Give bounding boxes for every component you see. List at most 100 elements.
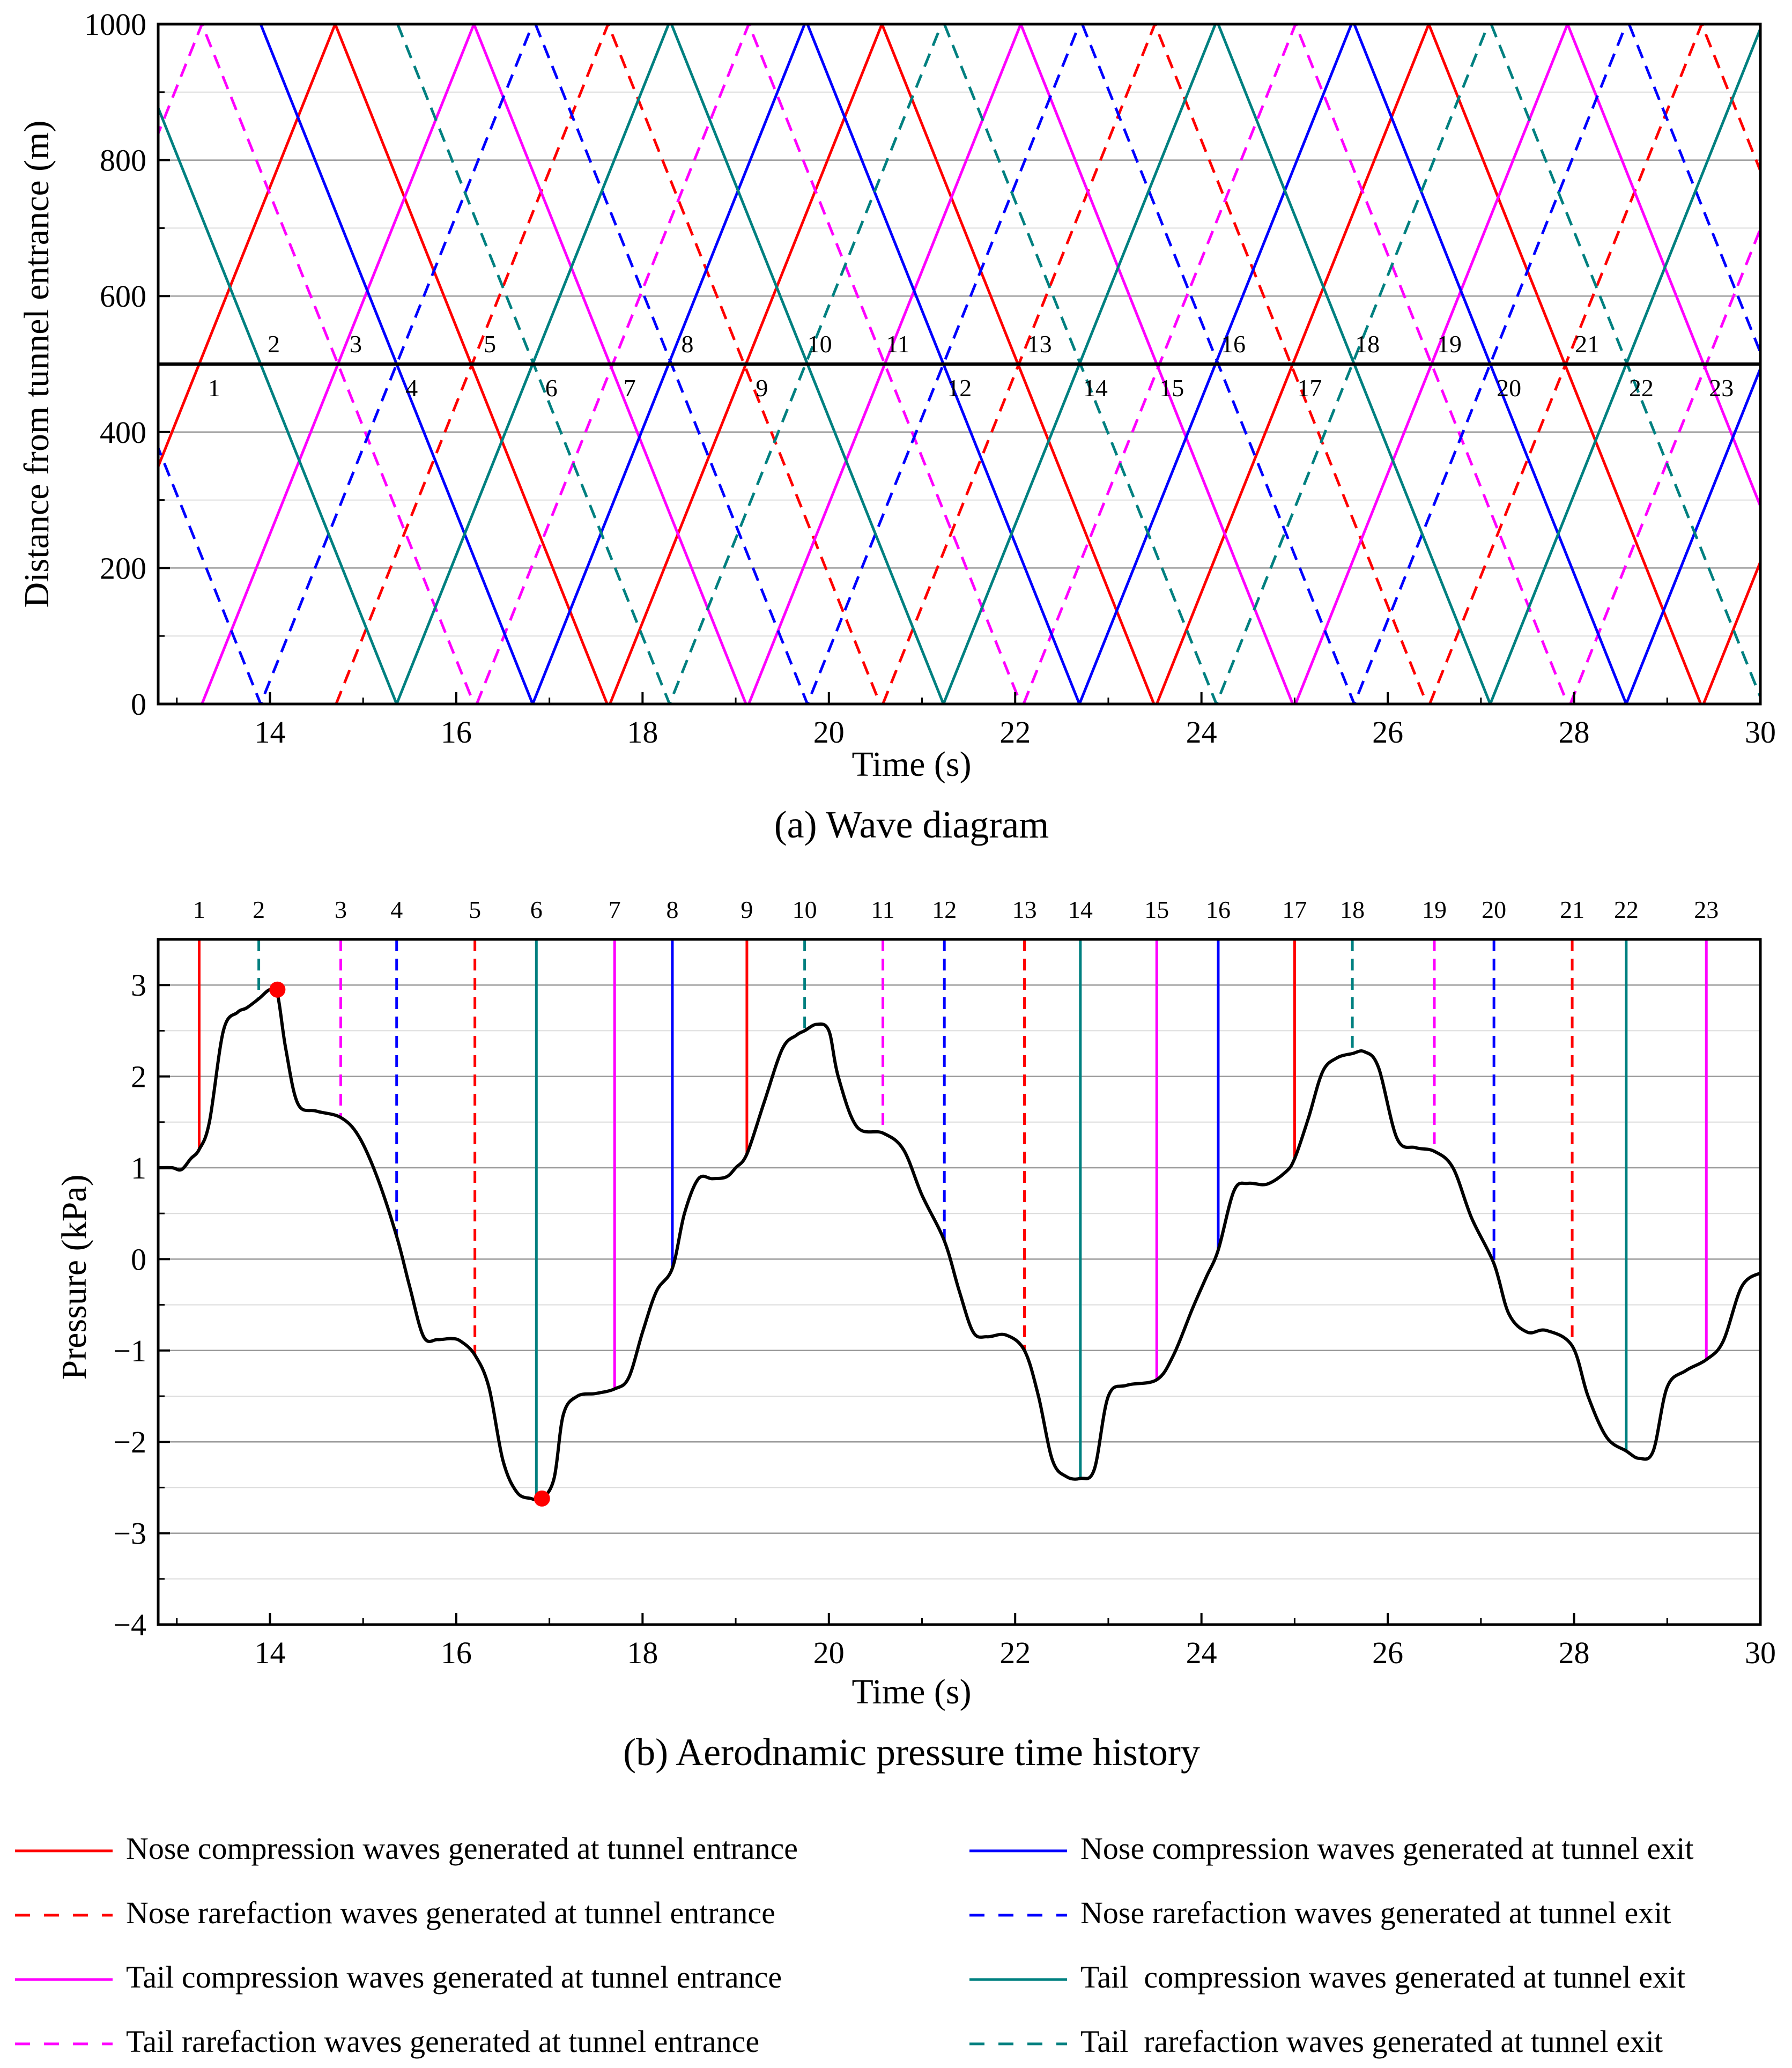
event-number: 22 [1614,896,1639,923]
event-label: 2 [268,330,280,358]
event-number: 2 [253,896,265,923]
pressure-gridlines [158,984,1760,1580]
x-tick-label: 22 [999,1635,1031,1670]
wave-diagram-ylabel: Distance from tunnel entrance (m) [17,121,56,608]
event-label: 3 [350,330,362,358]
event-label: 15 [1159,374,1184,402]
pressure-ylabel: Pressure (kPa) [55,1174,94,1380]
wave-line [1217,24,1760,704]
legend-label: Nose rarefaction waves generated at tunn… [1080,1895,1671,1930]
wave-line [158,24,609,704]
event-label: 23 [1709,374,1734,402]
x-tick-label: 28 [1559,715,1590,750]
event-label: 11 [886,330,909,358]
x-tick-label: 30 [1745,1635,1776,1670]
wave-line [201,24,747,704]
event-label: 1 [208,374,220,402]
event-label: 19 [1437,330,1462,358]
event-number: 20 [1482,896,1506,923]
wave-line [609,24,1156,704]
y-tick-label: 2 [131,1059,146,1094]
x-tick-label: 22 [999,715,1031,750]
event-label: 10 [808,330,832,358]
y-tick-label: 600 [100,279,146,314]
wave-diagram-wave-lines [158,24,1760,704]
event-label: 6 [545,374,558,402]
event-number: 17 [1282,896,1307,923]
wave-line [158,24,534,704]
y-tick-label: 3 [131,968,146,1003]
x-tick-label: 24 [1186,715,1217,750]
pressure-title: (b) Aerodnamic pressure time history [623,1731,1200,1774]
event-number: 3 [335,896,347,923]
wave-line [1353,24,1760,704]
event-number: 8 [666,896,678,923]
event-label: 8 [681,330,693,358]
event-number: 10 [793,896,817,923]
y-tick-label: 1 [131,1151,146,1185]
x-tick-label: 14 [254,1635,285,1670]
event-number: 21 [1560,896,1584,923]
x-tick-label: 16 [441,715,472,750]
event-label: 9 [756,374,768,402]
event-number: 14 [1068,896,1093,923]
y-tick-label: 200 [100,551,146,585]
x-tick-label: 30 [1745,715,1776,750]
y-tick-label: 0 [131,687,146,722]
pressure-event-numbers: 1 2 3 4 5 6 7 8 9 10 11 12 13 14 15 16 17 18 19 20 21 22 23 [193,896,1719,923]
event-number: 12 [932,896,957,923]
event-label: 18 [1355,330,1380,358]
event-number: 6 [530,896,543,923]
y-tick-label: −2 [113,1425,146,1459]
event-number: 9 [741,896,753,923]
wave-line [882,24,1428,704]
pressure-xlabel: Time (s) [851,1672,971,1711]
legend-label: Nose compression waves generated at tunn… [1080,1831,1694,1866]
event-number: 13 [1012,896,1037,923]
y-tick-label: 400 [100,415,146,450]
event-label: 12 [947,374,972,402]
wave-line [259,24,806,704]
pressure-extreme-markers [269,981,550,1507]
x-tick-label: 20 [813,1635,845,1670]
legend-label: Tail compression waves generated at tunn… [1080,1960,1685,1995]
x-tick-label: 18 [627,1635,658,1670]
legend-label: Tail rarefaction waves generated at tunn… [1080,2024,1663,2059]
event-label: 14 [1083,374,1108,402]
wave-line [1080,24,1628,704]
event-label: 5 [484,330,496,358]
legend-label: Nose compression waves generated at tunn… [126,1831,798,1866]
event-number: 18 [1340,896,1365,923]
event-number: 16 [1206,896,1231,923]
event-number: 7 [609,896,621,923]
event-number: 19 [1422,896,1447,923]
legend-label: Nose rarefaction waves generated at tunn… [126,1895,775,1930]
wave-line [1294,24,1760,704]
x-tick-label: 28 [1559,1635,1590,1670]
wave-line [943,24,1490,704]
y-tick-label: −3 [113,1516,146,1551]
event-label: 22 [1629,374,1654,402]
event-label: 16 [1221,330,1246,358]
event-number: 5 [469,896,481,923]
legend: Nose compression waves generated at tunn… [15,1831,1694,2059]
x-tick-label: 20 [813,715,845,750]
y-tick-label: 800 [100,143,146,178]
wave-diagram-xlabel: Time (s) [851,745,971,784]
extreme-marker [269,981,286,998]
legend-label: Tail rarefaction waves generated at tunn… [126,2024,759,2059]
y-tick-label: 0 [131,1242,146,1277]
event-number: 1 [193,896,205,923]
wave-line [670,24,1217,704]
extreme-marker [534,1490,550,1507]
wave-line [335,24,882,704]
wave-line [747,24,1294,704]
wave-line [1155,24,1702,704]
x-tick-label: 26 [1372,715,1403,750]
event-label: 7 [624,374,636,402]
wave-line [158,24,476,704]
